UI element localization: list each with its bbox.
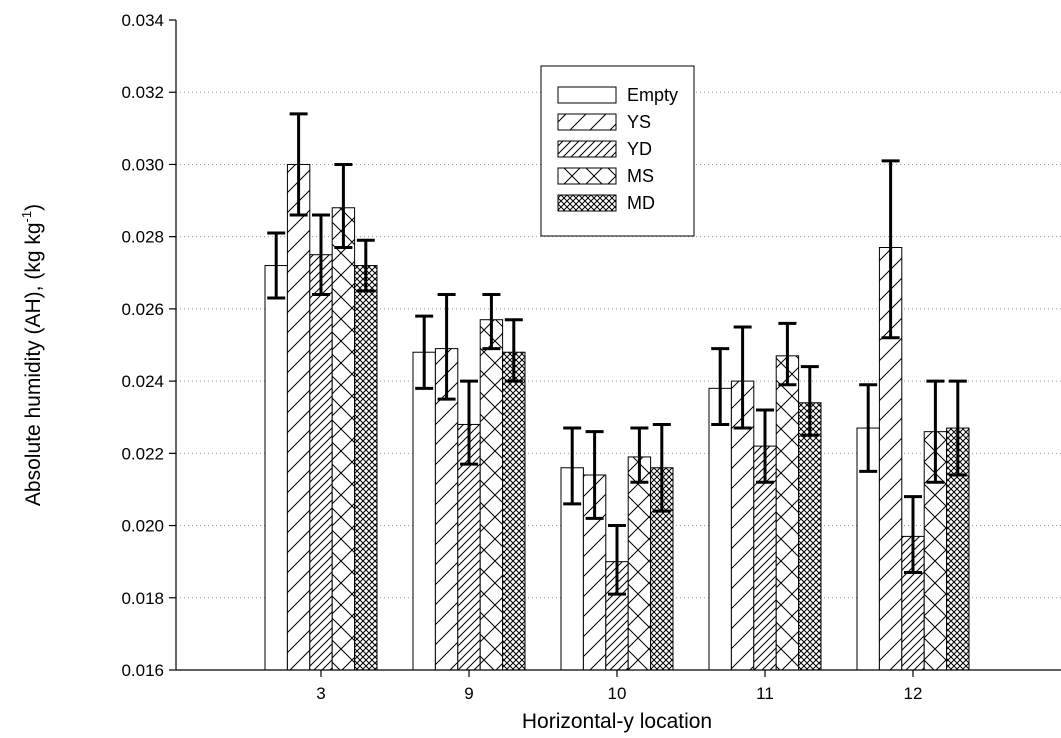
legend-item-yd: YD — [557, 139, 652, 159]
legend-label: YS — [627, 112, 651, 132]
bar-empty-9 — [412, 351, 436, 671]
legend-swatch — [557, 194, 617, 212]
axes: 0.016 0.018 0.020 0.022 0.024 0.026 0.028 0.030… — [121, 11, 1061, 703]
error-bar-empty-12 — [859, 383, 878, 473]
x-tick-label: 9 — [464, 684, 473, 703]
legend-swatch — [557, 86, 617, 104]
legend-label: YD — [627, 139, 652, 159]
bar-md-3 — [354, 265, 378, 671]
bar-ys-3 — [286, 163, 311, 671]
error-bar-yd-9 — [460, 379, 478, 466]
x-tick-label: 3 — [316, 684, 325, 703]
legend-label: MS — [627, 166, 654, 186]
error-bar-yd-12 — [904, 495, 922, 574]
bar-empty-3 — [264, 265, 288, 671]
bar-ms-3 — [331, 207, 356, 671]
error-bar-empty-11 — [711, 347, 730, 426]
error-bar-ms-10 — [630, 426, 649, 484]
x-tick-label: 12 — [904, 684, 923, 703]
error-bar-md-3 — [356, 238, 375, 293]
error-bar-yd-11 — [756, 408, 774, 484]
legend-swatch — [557, 140, 617, 158]
y-tick-label: 0.032 — [121, 83, 164, 102]
error-bar-ys-10 — [585, 430, 604, 520]
legend-label: Empty — [627, 85, 678, 105]
y-tick-label: 0.022 — [121, 444, 164, 463]
error-bars — [267, 112, 967, 596]
legend-item-ms: MS — [557, 166, 654, 186]
error-bar-ys-12 — [881, 159, 900, 340]
legend: Empty YS YD MS MD — [540, 65, 695, 237]
bars — [264, 163, 970, 671]
error-bar-md-12 — [948, 379, 967, 477]
y-tick-label: 0.028 — [121, 228, 164, 247]
error-bar-ys-11 — [733, 325, 752, 430]
error-bar-ms-12 — [926, 379, 945, 484]
y-axis-title: Absolute humidity (AH), (kg kg-1) — [19, 204, 45, 506]
error-bar-ms-3 — [334, 162, 353, 249]
bar-md-9 — [502, 351, 526, 671]
error-bar-ms-11 — [778, 321, 797, 387]
y-tick-label: 0.018 — [121, 589, 164, 608]
bar-ms-9 — [479, 319, 504, 671]
bar-ms-11 — [775, 355, 800, 671]
y-axis-title-sup: -1 — [19, 211, 34, 223]
y-tick-label: 0.020 — [121, 517, 164, 536]
legend-label: MD — [627, 193, 655, 213]
x-axis-title: Horizontal-y location — [522, 710, 712, 733]
error-bar-md-11 — [800, 365, 819, 437]
y-tick-label: 0.024 — [121, 372, 164, 391]
y-tick-label: 0.034 — [121, 11, 164, 30]
legend-item-empty: Empty — [557, 85, 678, 105]
error-bar-ms-9 — [482, 292, 501, 351]
y-tick-label: 0.026 — [121, 300, 164, 319]
error-bar-ys-9 — [437, 292, 456, 401]
error-bar-yd-10 — [608, 524, 626, 596]
y-axis-title-close: ) — [22, 204, 45, 211]
legend-item-md: MD — [557, 193, 655, 213]
x-tick-label: 11 — [756, 684, 774, 703]
y-tick-label: 0.016 — [121, 661, 164, 680]
error-bar-md-10 — [652, 422, 671, 513]
error-bar-empty-3 — [267, 231, 286, 300]
x-tick-label: 10 — [608, 684, 627, 703]
error-bar-yd-3 — [312, 213, 330, 296]
legend-item-ys: YS — [557, 112, 651, 132]
error-bar-ys-3 — [289, 112, 308, 217]
error-bar-empty-10 — [563, 426, 582, 506]
y-tick-label: 0.030 — [121, 155, 164, 174]
bar-ms-10 — [627, 456, 652, 671]
legend-swatch — [557, 167, 617, 185]
legend-swatch — [557, 113, 617, 131]
bar-yd-3 — [309, 254, 333, 671]
bar-md-11 — [798, 402, 822, 671]
error-bar-md-9 — [504, 318, 523, 383]
error-bar-empty-9 — [415, 314, 434, 390]
bar-empty-11 — [708, 387, 732, 671]
y-axis-title-main: Absolute humidity (AH), (kg kg — [22, 222, 45, 506]
